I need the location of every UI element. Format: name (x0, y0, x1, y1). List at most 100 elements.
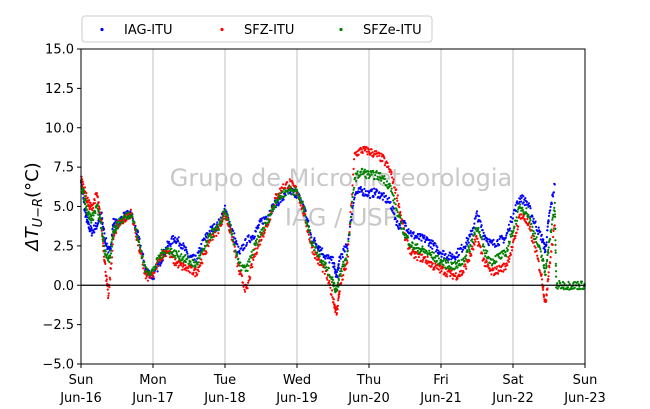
data-point (171, 242, 174, 245)
data-point (493, 242, 496, 246)
data-point (241, 281, 245, 284)
data-point (111, 237, 114, 240)
data-point (122, 222, 125, 225)
data-point (503, 262, 506, 265)
data-point (204, 233, 207, 236)
data-point (138, 243, 141, 247)
data-point (363, 168, 366, 171)
data-point (83, 191, 86, 194)
data-point (474, 217, 477, 220)
data-point (461, 263, 464, 266)
data-point (101, 240, 105, 243)
data-point (450, 258, 453, 261)
data-point (304, 219, 307, 222)
data-point (498, 243, 501, 246)
data-point (534, 246, 537, 249)
data-point (286, 190, 289, 193)
x-tick-label-date: Jun-21 (419, 391, 462, 406)
data-point (326, 278, 329, 281)
data-point (195, 271, 198, 274)
data-point (157, 263, 160, 266)
data-point (421, 245, 424, 248)
data-point (342, 274, 345, 277)
data-point (380, 152, 383, 155)
data-point (429, 246, 432, 249)
data-point (390, 187, 393, 190)
data-point (375, 170, 378, 173)
data-point (94, 222, 97, 225)
data-point (396, 220, 399, 223)
data-point (83, 195, 86, 198)
data-point (395, 209, 398, 212)
data-point (247, 234, 250, 237)
data-point (334, 310, 337, 314)
data-point (460, 247, 463, 250)
data-point (421, 258, 425, 261)
data-point (374, 174, 377, 177)
data-point (155, 263, 158, 266)
vertical-grid (152, 49, 514, 364)
data-point (403, 219, 406, 223)
data-point (558, 279, 561, 283)
data-point (336, 304, 339, 307)
data-point (192, 273, 195, 276)
data-point (464, 245, 467, 248)
data-point (110, 256, 114, 259)
data-point (323, 272, 326, 275)
data-point (486, 250, 489, 253)
data-point (198, 247, 201, 250)
data-point (367, 176, 371, 180)
data-point (427, 244, 430, 247)
data-point (511, 241, 515, 244)
data-point (331, 278, 335, 281)
data-point (470, 233, 473, 236)
data-point (390, 173, 393, 176)
series-SFZe-ITU (79, 167, 587, 294)
data-point (93, 231, 96, 234)
data-point (181, 268, 184, 271)
y-axis: −5.0 −2.5 0.0 2.5 5.0 7.5 10.0 12.5 15.0 (42, 43, 81, 373)
data-point (576, 280, 579, 283)
data-point (200, 258, 203, 261)
data-point (309, 236, 312, 239)
data-point (425, 250, 428, 253)
data-point (187, 262, 191, 265)
data-point (352, 204, 355, 207)
data-point (349, 221, 352, 224)
data-point (340, 281, 343, 284)
data-point (573, 286, 576, 289)
data-point (552, 195, 555, 198)
data-point (440, 255, 443, 258)
data-point (139, 246, 142, 249)
data-point (494, 271, 498, 275)
data-point (508, 229, 511, 232)
data-point (367, 148, 370, 151)
data-point (185, 250, 188, 253)
data-point (530, 236, 533, 239)
data-point (314, 245, 318, 248)
legend-marker (220, 27, 224, 32)
data-point (412, 250, 415, 253)
data-point (504, 268, 507, 271)
data-point (555, 286, 558, 289)
data-point (483, 258, 486, 261)
data-point (197, 261, 200, 264)
data-point (251, 253, 254, 257)
data-point (495, 245, 498, 248)
data-point (555, 275, 558, 278)
data-point (380, 179, 383, 182)
data-point (94, 211, 97, 215)
data-point (133, 221, 136, 224)
data-point (396, 194, 399, 197)
x-tick-label-day: Sat (502, 373, 523, 388)
data-point (406, 239, 409, 242)
data-point (462, 257, 465, 260)
data-point (217, 232, 220, 235)
data-point (497, 272, 500, 275)
data-point (91, 209, 94, 212)
data-point (359, 173, 362, 176)
data-point (212, 231, 215, 235)
data-point (113, 234, 116, 237)
data-point (350, 205, 353, 208)
data-point (159, 254, 162, 257)
